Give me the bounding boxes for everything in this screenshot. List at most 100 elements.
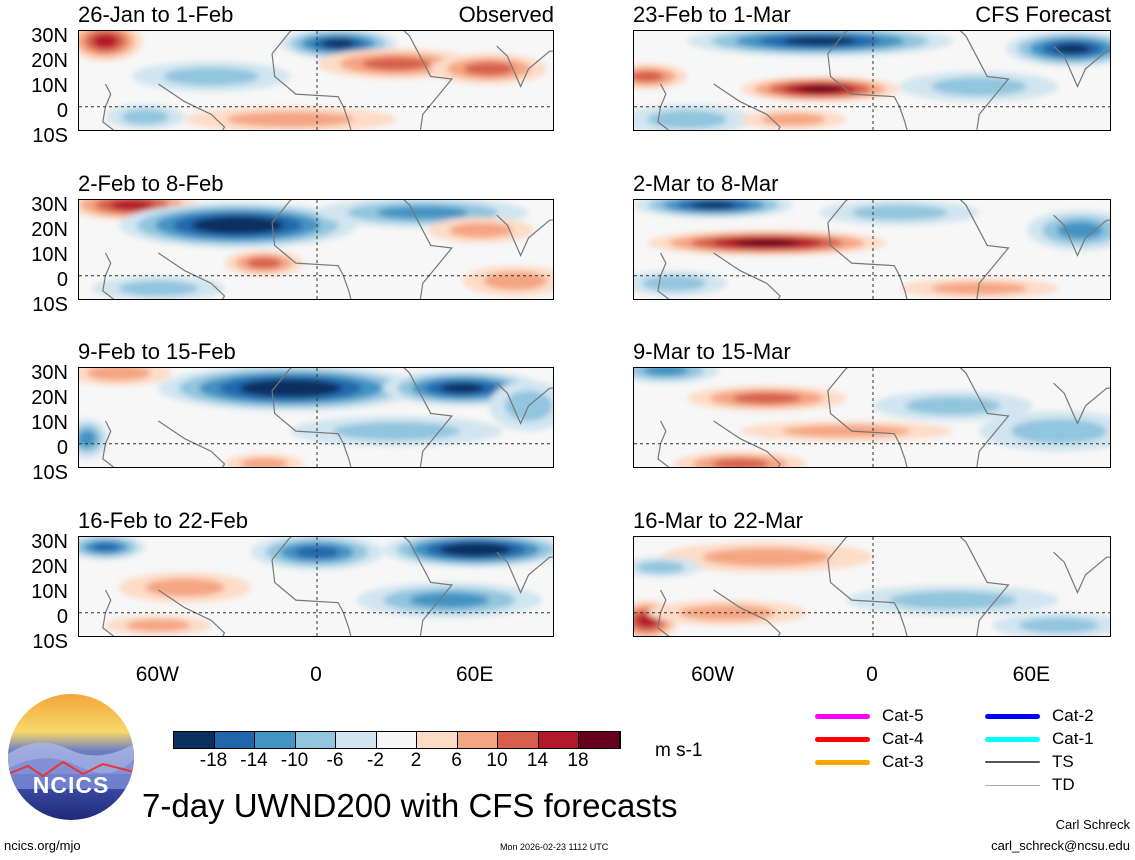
colorbar-swatch [579,732,620,748]
colorbar-swatch [295,732,336,748]
colorbar-swatch [255,732,296,748]
author: Carl Schreck [1055,817,1130,832]
colorbar-swatch [457,732,498,748]
anomaly-contour [931,77,1028,96]
coastline [271,222,352,299]
footer-link[interactable]: ncics.org/mjo [4,838,81,853]
anomaly-contour [163,67,259,86]
colorbar-tick-label: 10 [486,750,508,771]
legend-line-swatch [985,736,1040,742]
anomaly-contour [904,396,1001,415]
colorbar-swatch [174,732,215,748]
legend-item: Cat-1 [985,729,1094,749]
coastline [496,214,553,258]
email[interactable]: carl_schreck@ncsu.edu [991,838,1130,853]
logo-text: NCICS [32,772,110,798]
panel-title: 2-Feb to 8-Feb [78,171,224,196]
colorbar-swatch [417,732,458,748]
coastline [1053,45,1110,89]
map-panel [633,536,1111,637]
map-panel [78,30,554,131]
panel-title: 9-Mar to 15-Mar [633,339,791,364]
anomaly-contour [118,280,198,296]
y-tick-label: 20N [31,219,68,241]
legend-line-swatch [985,713,1040,719]
coastline [713,83,781,130]
anomaly-contour [92,542,119,552]
y-tick-label: 30N [31,194,68,216]
colorbar-tick-label: -6 [326,750,344,771]
anomaly-contour [145,578,225,597]
anomaly-contour [362,57,431,71]
legend-item: TD [985,775,1075,795]
y-tick-label: 0 [56,269,68,291]
colorbar-swatch [214,732,255,748]
anomaly-contour [634,71,665,82]
x-tick-label: 60W [691,663,735,686]
colorbar-swatch [376,732,417,748]
panel-title: 9-Feb to 15-Feb [78,339,236,364]
map-panel [633,30,1111,131]
anomaly-contour [641,275,706,291]
legend-line-swatch [985,784,1040,786]
y-tick-label: 10N [31,581,68,603]
y-tick-label: 30N [31,531,68,553]
legend-line-swatch [985,761,1040,763]
anomaly-contour [332,422,460,441]
y-tick-label: 10S [32,462,68,484]
anomaly-contour [377,206,469,220]
colorbar-tick-label: 6 [451,750,462,771]
coastline [713,252,781,299]
legend-label: Cat-4 [882,729,924,748]
coastline [157,83,226,130]
anomaly-contour [79,430,96,448]
anomaly-contour [782,425,911,438]
coastline [827,559,908,636]
anomaly-contour [240,457,288,467]
figure-title: 7-day UWND200 with CFS forecasts [142,787,678,824]
anomaly-contour [703,548,831,567]
map-panel [78,199,554,300]
anomaly-contour [1057,221,1103,239]
anomaly-contour [247,257,282,269]
colorbar-tick-label: -18 [199,750,228,771]
anomaly-contour [109,200,154,211]
y-tick-label: 10S [32,631,68,653]
anomaly-contour [732,392,801,404]
anomaly-contour [636,561,685,574]
y-tick-label: 20N [31,556,68,578]
y-tick-label: 30N [31,362,68,384]
ncics-logo: NCICS [8,694,134,820]
coastline [271,53,352,130]
y-tick-label: 10N [31,75,68,97]
y-tick-label: 0 [56,437,68,459]
map-panel [633,199,1111,300]
anomaly-contour [322,39,355,48]
coastline [827,368,1010,467]
anomaly-contour [483,271,548,290]
panel-title: 26-Jan to 1-Feb [78,2,234,27]
coastline [827,222,908,299]
anomaly-contour [798,85,842,93]
coastline [713,589,781,636]
legend-label: Cat-2 [1052,706,1094,725]
y-tick-label: 10N [31,412,68,434]
legend-item: Cat-4 [815,729,924,749]
coastline [827,53,908,130]
panel-source-label: Observed [458,2,554,27]
coastline [157,589,226,636]
anomaly-contour [783,36,857,46]
legend-label: Cat-1 [1052,729,1094,748]
y-tick-label: 20N [31,50,68,72]
coastline [271,537,454,636]
y-tick-label: 10S [32,294,68,316]
y-tick-label: 10N [31,244,68,266]
coastline [496,45,553,89]
coastline [271,31,454,130]
x-tick-label: 0 [866,663,878,686]
anomaly-contour [210,220,266,231]
coastline [496,382,553,426]
x-tick-label: 60E [1012,663,1051,686]
coastline [271,559,352,636]
